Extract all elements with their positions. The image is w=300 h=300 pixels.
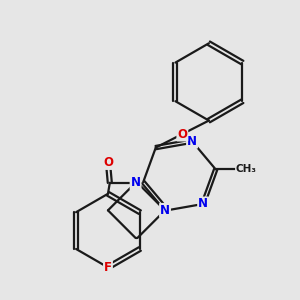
Text: N: N [187, 135, 197, 148]
Text: O: O [177, 128, 187, 141]
Text: O: O [103, 156, 113, 169]
Text: F: F [104, 261, 112, 274]
Text: CH₃: CH₃ [236, 164, 257, 174]
Text: N: N [198, 197, 208, 211]
Text: N: N [160, 204, 170, 217]
Text: N: N [130, 176, 141, 189]
